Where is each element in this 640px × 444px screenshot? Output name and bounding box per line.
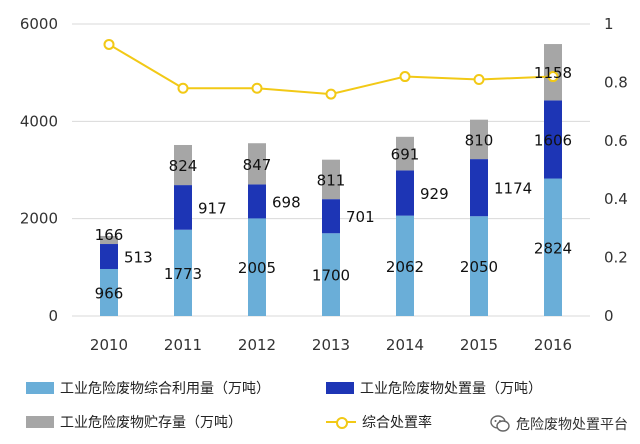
- rate-point: [325, 88, 337, 100]
- watermark: 危险废物处置平台: [490, 414, 628, 434]
- x-tick-label: 2012: [238, 336, 276, 354]
- bar-segment-0: [248, 218, 266, 316]
- bar-segment-0: [544, 178, 562, 316]
- data-label-utilization: 2062: [386, 258, 424, 276]
- rate-point: [177, 82, 189, 94]
- legend-label-storage: 工业危险废物贮存量（万吨）: [60, 415, 242, 431]
- bar-segment-2: [396, 136, 414, 171]
- y-left-tick-label: 0: [48, 307, 58, 325]
- bar-segment-2: [100, 235, 118, 245]
- y-right-tick-label: 0.8: [604, 73, 628, 91]
- data-label-utilization: 1773: [164, 265, 202, 283]
- y-right-tick-label: 0.6: [604, 132, 628, 150]
- data-label-storage: 691: [391, 146, 420, 164]
- bar-segment-0: [396, 215, 414, 316]
- data-label-utilization: 2005: [238, 259, 276, 277]
- bar-segment-1: [544, 100, 562, 179]
- data-label-storage: 824: [169, 157, 198, 175]
- data-label-utilization: 2824: [534, 239, 572, 257]
- legend-swatch-disposal: [326, 382, 354, 394]
- rate-line: [108, 43, 554, 96]
- y-right-tick-label: 0: [604, 307, 614, 325]
- y-right-tick-label: 0.2: [604, 249, 628, 267]
- y-right-tick-label: 1: [604, 15, 614, 33]
- watermark-text: 危险废物处置平台: [516, 417, 628, 433]
- chart-plot: 0 2000 4000 6000 0 0.2 0.4 0.6 0.8 1 2010 2011 2012 2…: [20, 15, 628, 354]
- bar-segment-1: [174, 185, 192, 230]
- data-label-disposal: 917: [198, 199, 227, 217]
- data-label-disposal: 701: [346, 208, 375, 226]
- data-label-disposal: 1606: [534, 131, 572, 149]
- y-left-tick-label: 2000: [20, 210, 58, 228]
- rate-point: [399, 71, 411, 83]
- x-tick-label: 2016: [534, 336, 572, 354]
- bar-segment-1: [470, 159, 488, 217]
- bar-segment-1: [396, 170, 414, 216]
- data-label-storage: 1158: [534, 64, 572, 82]
- data-label-utilization: 966: [95, 284, 124, 302]
- bar-segment-1: [100, 244, 118, 269]
- bar-segment-0: [470, 216, 488, 316]
- x-tick-label: 2014: [386, 336, 424, 354]
- data-label-disposal: 698: [272, 193, 301, 211]
- bar-segment-0: [174, 229, 192, 316]
- y-left-tick-label: 6000: [20, 15, 58, 33]
- data-label-disposal: 513: [124, 249, 153, 267]
- legend-swatch-utilization: [26, 382, 54, 394]
- data-label-storage: 810: [465, 131, 494, 149]
- bar-segment-0: [322, 233, 340, 316]
- x-tick-label: 2013: [312, 336, 350, 354]
- data-label-storage: 847: [243, 156, 272, 174]
- data-label-storage: 166: [95, 226, 124, 244]
- legend-label-disposal: 工业危险废物处置量（万吨）: [360, 381, 542, 397]
- wechat-icon: [490, 415, 510, 432]
- data-label-disposal: 929: [420, 185, 449, 203]
- legend-label-utilization: 工业危险废物综合利用量（万吨）: [60, 381, 270, 397]
- legend-item-utilization: 工业危险废物综合利用量（万吨）: [26, 378, 270, 398]
- data-label-storage: 811: [317, 171, 346, 189]
- rate-point: [251, 82, 263, 94]
- legend-label-rate: 综合处置率: [362, 415, 432, 431]
- bar-segment-2: [248, 143, 266, 185]
- x-tick-label: 2015: [460, 336, 498, 354]
- data-label-disposal: 1174: [494, 180, 532, 198]
- data-label-utilization: 2050: [460, 258, 498, 276]
- x-tick-label: 2010: [90, 336, 128, 354]
- bar-segment-2: [322, 159, 340, 200]
- legend-item-rate: 综合处置率: [326, 412, 432, 432]
- bar-segment-2: [174, 144, 192, 186]
- legend-item-disposal: 工业危险废物处置量（万吨）: [326, 378, 542, 398]
- rate-point: [547, 71, 559, 83]
- chart-legend: 工业危险废物综合利用量（万吨） 工业危险废物处置量（万吨） 工业危险废物贮存量（…: [0, 368, 640, 444]
- legend-item-storage: 工业危险废物贮存量（万吨）: [26, 412, 242, 432]
- rate-point: [473, 73, 485, 85]
- y-right-tick-label: 0.4: [604, 190, 628, 208]
- y-left-tick-label: 4000: [20, 112, 58, 130]
- legend-swatch-storage: [26, 416, 54, 428]
- x-tick-label: 2011: [164, 336, 202, 354]
- bar-segment-0: [100, 268, 118, 316]
- legend-swatch-rate: [326, 415, 356, 429]
- rate-point: [103, 38, 115, 50]
- bar-segment-1: [322, 199, 340, 234]
- data-label-utilization: 1700: [312, 267, 350, 285]
- bar-segment-1: [248, 184, 266, 219]
- bar-segment-2: [470, 119, 488, 160]
